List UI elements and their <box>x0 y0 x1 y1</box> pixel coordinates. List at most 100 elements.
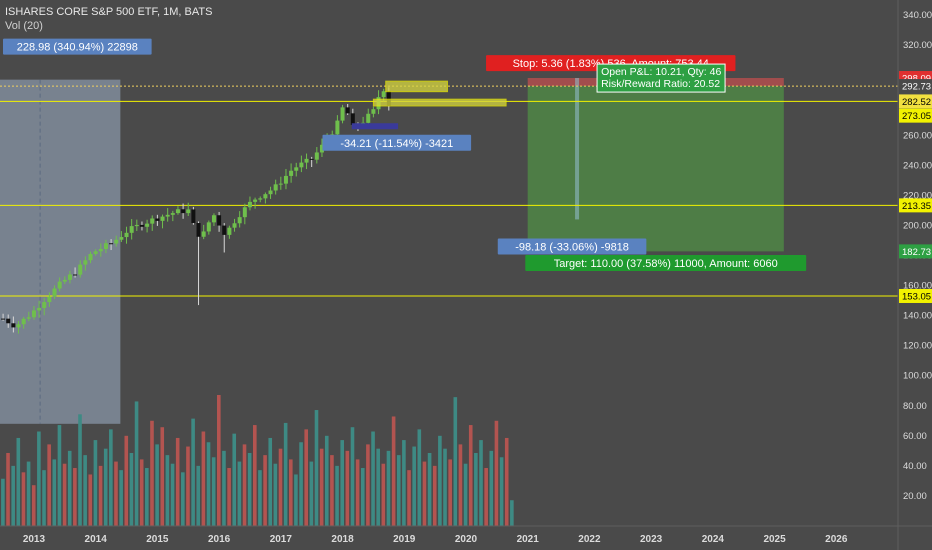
volume-bar <box>366 444 370 526</box>
candle-body <box>258 198 263 200</box>
drop-label-bg <box>497 238 647 255</box>
volume-bar <box>494 420 499 526</box>
volume-bar <box>402 440 406 526</box>
volume-bar <box>510 500 514 526</box>
candle-body <box>134 224 139 227</box>
volume-bar <box>160 427 165 526</box>
candle-body <box>31 310 36 318</box>
range-measure-box <box>0 79 121 424</box>
candle-body <box>78 264 83 275</box>
volume-bar <box>124 435 129 526</box>
volume-bar <box>253 425 257 526</box>
volume-bar <box>299 442 303 526</box>
candle-body <box>273 184 278 191</box>
time-tick-label: 2023 <box>640 534 663 545</box>
highlight-boxes[interactable] <box>351 80 507 130</box>
candle-body <box>98 248 103 252</box>
candle-body <box>62 279 67 282</box>
annotation-labels: 228.98 (340.94%) 22898 -34.21 (-11.54%) -… <box>3 38 807 271</box>
candle-body <box>103 243 108 249</box>
volume-bar <box>448 459 452 526</box>
volume-bar <box>6 452 10 526</box>
range-measure-label: 228.98 (340.94%) 22898 <box>17 42 138 54</box>
candle-body <box>109 243 114 245</box>
candle-body <box>263 194 268 199</box>
candle-body <box>211 215 216 223</box>
price-tick-label: 60.00 <box>903 431 927 442</box>
volume-bar <box>181 472 185 526</box>
candle-body <box>52 288 57 297</box>
volume-bar <box>345 450 350 526</box>
price-label-4: 213.35 <box>902 201 931 212</box>
volume-bar <box>432 465 437 526</box>
dip-measure-bar <box>351 123 399 130</box>
volume-bar <box>330 455 334 526</box>
range-measure[interactable] <box>0 79 121 424</box>
volume-bar <box>98 465 103 526</box>
volume-bar <box>335 465 339 526</box>
volume-bar <box>21 472 26 526</box>
time-tick-label: 2015 <box>146 534 169 545</box>
candle-body <box>304 158 309 163</box>
candle-body <box>335 120 340 135</box>
candle-body <box>186 209 191 214</box>
candle-body <box>371 109 376 114</box>
time-tick-label: 2018 <box>331 534 354 545</box>
long-position-tool[interactable] <box>527 78 784 252</box>
volume-bar <box>340 440 345 526</box>
volume-bar <box>191 418 195 526</box>
time-tick-label: 2013 <box>23 534 46 545</box>
candle-body <box>155 218 160 221</box>
candle-body <box>93 251 98 254</box>
volume-bar <box>376 448 380 526</box>
price-tick-label: 200.00 <box>903 220 932 231</box>
candle-body <box>247 201 252 208</box>
candle-body <box>201 231 206 237</box>
volume-bar <box>360 468 365 526</box>
candle-body <box>196 223 201 237</box>
volume-bar <box>201 431 206 526</box>
volume-bar <box>314 410 319 526</box>
volume-bar <box>504 437 509 526</box>
candle-body <box>314 152 319 160</box>
volume-bar <box>324 435 329 526</box>
candle-body <box>165 214 170 217</box>
volume-bar <box>139 459 144 526</box>
candle-body <box>253 199 258 202</box>
candle-body <box>175 209 180 214</box>
volume-bar <box>114 461 118 526</box>
price-label-3: 273.05 <box>902 111 931 122</box>
volume-bar <box>319 448 324 526</box>
candle-body <box>278 183 283 185</box>
volume-bar <box>309 461 314 526</box>
volume-bar <box>443 448 447 526</box>
candle-body <box>119 237 124 240</box>
candle-body <box>57 281 62 289</box>
candle-body <box>222 225 227 235</box>
price-label-1: 292.73 <box>902 82 931 93</box>
candle-body <box>6 318 11 324</box>
volume-bar <box>134 401 139 526</box>
time-tick-label: 2022 <box>578 534 601 545</box>
price-tick-label: 240.00 <box>903 160 932 171</box>
price-tick-label: 260.00 <box>903 130 932 141</box>
time-tick-label: 2019 <box>393 534 416 545</box>
candle-body <box>42 302 47 308</box>
candle-body <box>139 224 144 227</box>
volume-bar <box>453 397 458 526</box>
highlight-box-0 <box>385 80 448 93</box>
volume-bars <box>1 395 514 526</box>
volume-bar <box>73 468 77 526</box>
volume-bar <box>463 463 468 526</box>
time-tick-label: 2020 <box>455 534 478 545</box>
volume-bar <box>474 452 478 526</box>
time-tick-label: 2026 <box>825 534 848 545</box>
candle-body <box>26 317 31 319</box>
candle-body <box>217 215 222 226</box>
candle-body <box>309 158 314 160</box>
candle-body <box>16 324 21 328</box>
candle-body <box>268 190 273 195</box>
candle-body <box>145 223 150 227</box>
